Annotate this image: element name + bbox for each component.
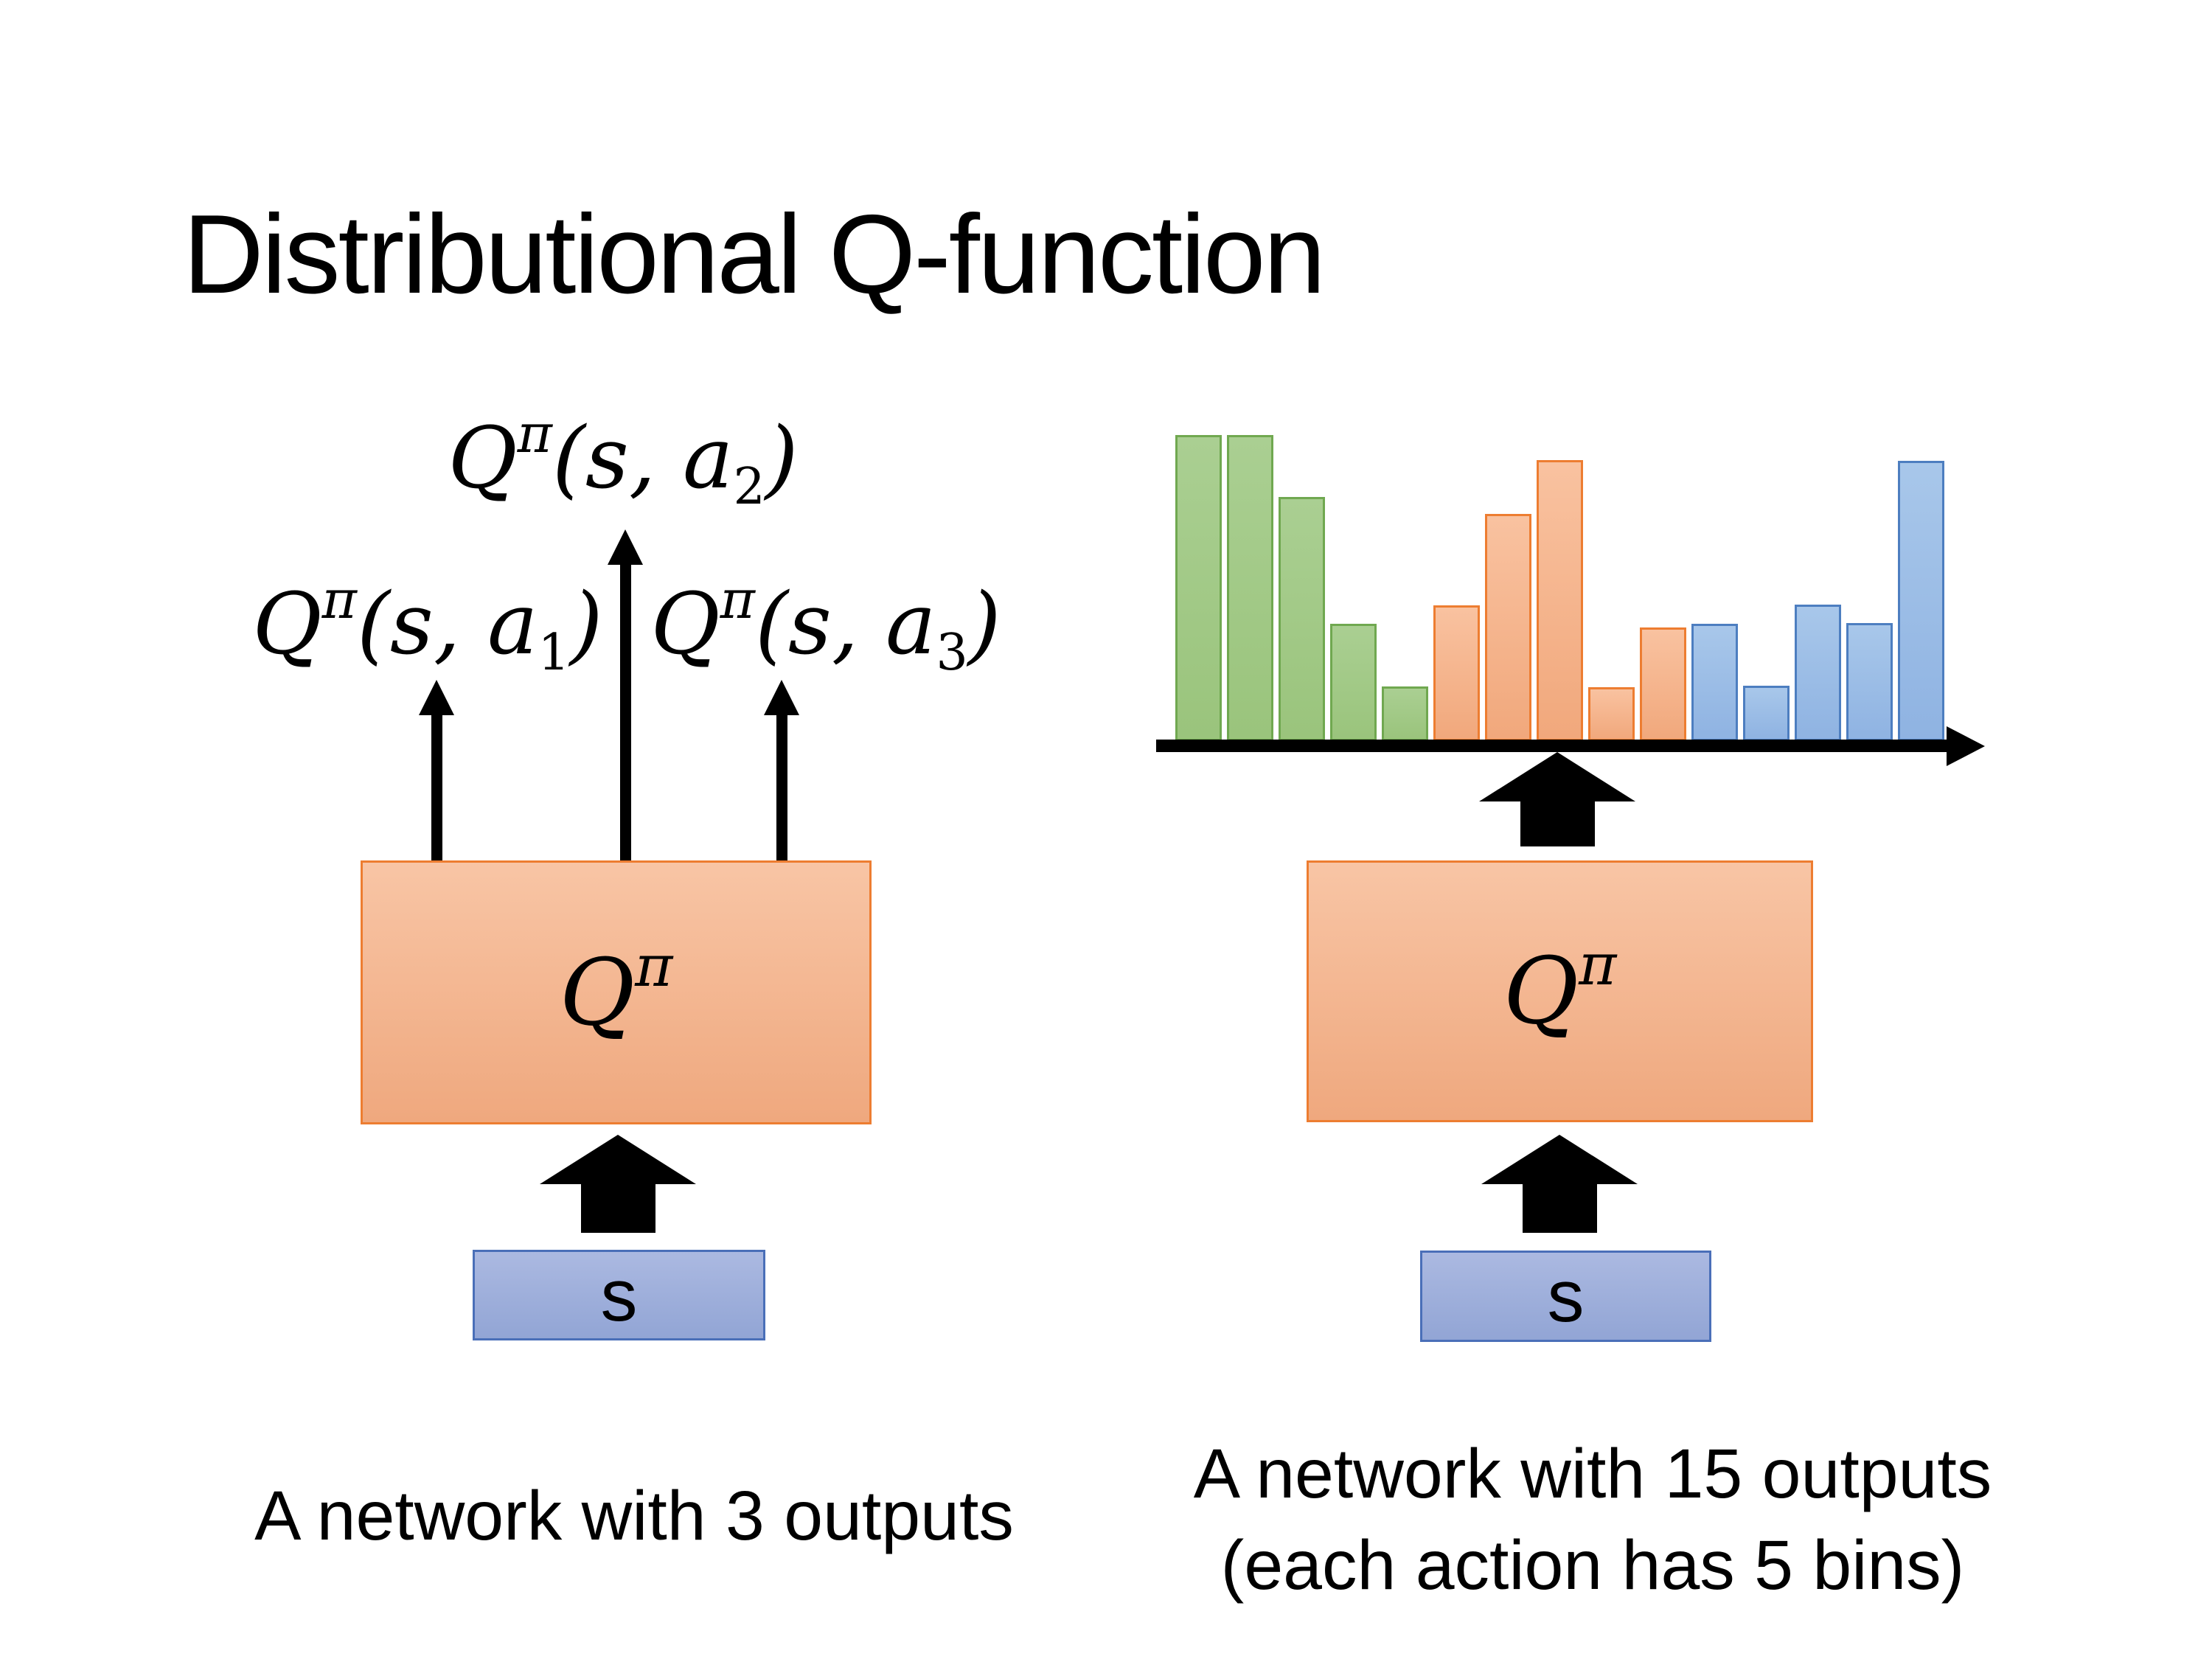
hist-bar xyxy=(1382,686,1428,741)
formula-q-s-a2: Qπ(s, a2) xyxy=(448,407,798,512)
arrow-stem xyxy=(1522,1184,1597,1233)
arrowhead-icon xyxy=(1481,1135,1638,1184)
q-network-box-left: Qπ xyxy=(361,860,872,1124)
state-label: s xyxy=(600,1253,638,1337)
state-box-right: s xyxy=(1420,1251,1711,1342)
output-arrow-a1-icon xyxy=(419,680,454,860)
output-arrow-a3-icon xyxy=(764,680,799,860)
formula-pi-sup: π xyxy=(321,568,357,630)
formula-args: (s, a xyxy=(552,409,734,508)
arrow-stem xyxy=(580,1184,655,1233)
hist-bar xyxy=(1175,435,1222,741)
q-network-label: Qπ xyxy=(1503,936,1617,1037)
formula-q-s-a1: Qπ(s, a1) xyxy=(252,573,602,678)
output-arrow-right-icon xyxy=(1479,752,1635,846)
caption-right-line1: A network with 15 outputs xyxy=(1193,1435,1992,1513)
output-arrow-a2-icon xyxy=(608,529,643,860)
formula-sub: 2 xyxy=(733,458,765,516)
q-network-label: Qπ xyxy=(560,938,673,1039)
arrowhead-icon xyxy=(540,1135,696,1184)
arrow-stem xyxy=(619,565,631,860)
pi-glyph: π xyxy=(635,933,673,1000)
arrow-stem xyxy=(431,715,442,860)
hist-bar xyxy=(1537,460,1583,741)
formula-close: ) xyxy=(765,409,799,508)
value-axis-arrowhead-icon xyxy=(1947,726,1985,766)
hist-bar xyxy=(1433,605,1480,741)
hist-bar xyxy=(1640,627,1686,741)
caption-right-line2: (each action has 5 bins) xyxy=(1220,1526,1965,1604)
formula-args: (s, a xyxy=(754,575,936,674)
hist-bar xyxy=(1691,624,1738,741)
hist-bar xyxy=(1898,461,1944,741)
q-glyph: Q xyxy=(559,939,636,1046)
hist-bar xyxy=(1485,514,1531,741)
state-label: s xyxy=(1547,1255,1585,1338)
hist-bar xyxy=(1846,623,1893,741)
state-box-left: s xyxy=(473,1250,765,1340)
value-axis xyxy=(1156,740,1947,752)
caption-right: A network with 15 outputs (each action h… xyxy=(1194,1429,1992,1611)
formula-sub: 3 xyxy=(936,624,968,682)
arrow-stem xyxy=(776,715,787,860)
arrowhead-icon xyxy=(1479,752,1635,801)
formula-q: Q xyxy=(252,575,322,674)
arrowhead-icon xyxy=(419,680,454,715)
hist-bar xyxy=(1330,624,1377,741)
formula-close: ) xyxy=(967,575,1001,674)
hist-bar xyxy=(1743,686,1790,741)
q-glyph: Q xyxy=(1503,938,1579,1045)
input-arrow-right-icon xyxy=(1481,1135,1638,1233)
formula-close: ) xyxy=(569,575,603,674)
hist-bar xyxy=(1279,497,1325,741)
slide-title: Distributional Q-function xyxy=(183,192,1326,317)
arrowhead-icon xyxy=(764,680,799,715)
caption-left: A network with 3 outputs xyxy=(254,1477,1014,1555)
formula-q-s-a3: Qπ(s, a3) xyxy=(650,573,1001,678)
hist-bar xyxy=(1588,687,1635,741)
arrow-stem xyxy=(1520,801,1595,846)
pi-glyph: π xyxy=(1579,932,1617,998)
hist-bar xyxy=(1795,605,1841,741)
formula-args: (s, a xyxy=(356,575,538,674)
formula-q: Q xyxy=(650,575,720,674)
formula-sub: 1 xyxy=(538,624,570,682)
formula-pi-sup: π xyxy=(517,403,552,465)
hist-bar xyxy=(1227,435,1273,741)
histogram-bars xyxy=(1175,413,1947,741)
formula-q: Q xyxy=(448,409,518,508)
input-arrow-left-icon xyxy=(540,1135,696,1233)
formula-pi-sup: π xyxy=(720,568,755,630)
arrowhead-icon xyxy=(608,529,643,565)
q-network-box-right: Qπ xyxy=(1307,860,1813,1122)
